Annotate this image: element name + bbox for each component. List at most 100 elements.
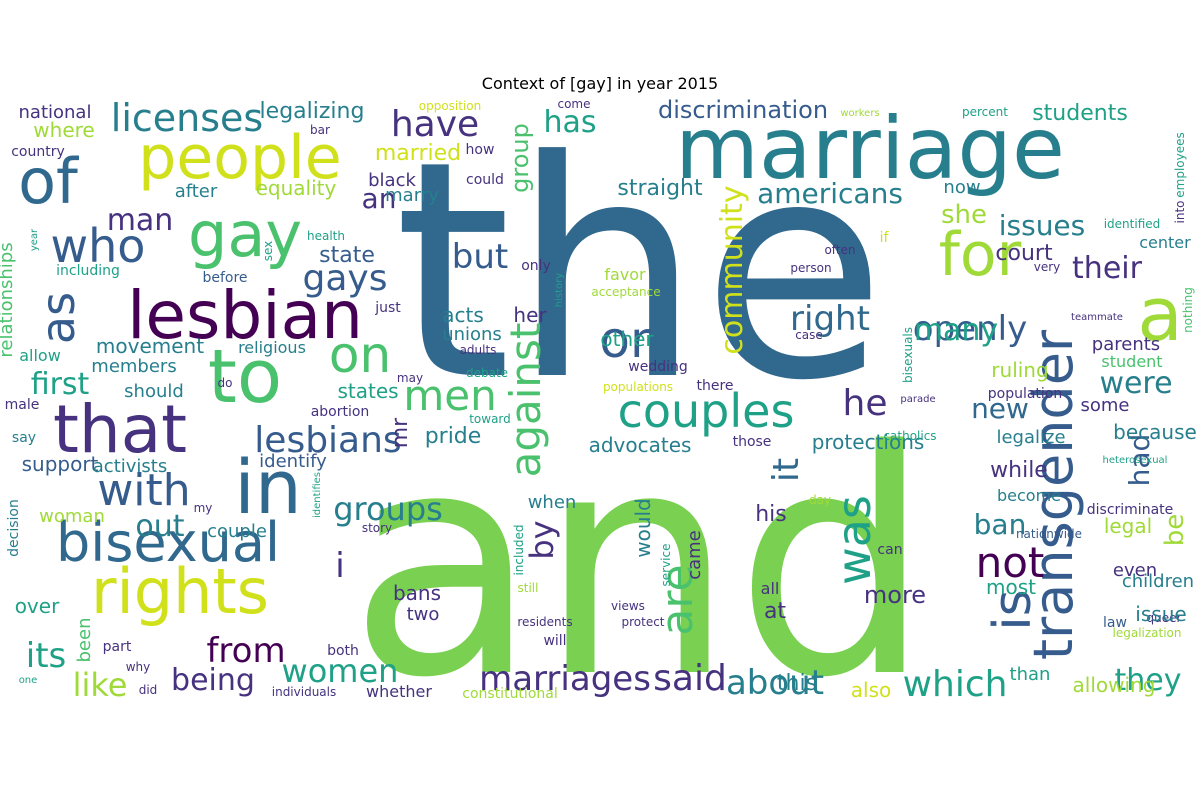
word-both: both (327, 643, 359, 659)
word-for: for (939, 220, 1022, 290)
word-also: also (851, 678, 891, 702)
word-americans: americans (757, 177, 903, 210)
word-been: been (74, 618, 95, 663)
word-who: who (51, 219, 146, 273)
word-why: why (126, 660, 151, 674)
word-acts: acts (442, 303, 484, 327)
word-issue: issue (1135, 602, 1186, 626)
word-would: would (631, 498, 655, 558)
word-its: its (26, 636, 67, 676)
word-very: very (1034, 260, 1061, 274)
word-views: views (611, 599, 645, 613)
word-say: say (12, 430, 36, 446)
word-marriage: marriage (675, 99, 1065, 199)
word-couple: couple (207, 521, 267, 542)
word-openly: openly (913, 309, 1027, 349)
word-bans: bans (393, 581, 441, 605)
word-from: from (206, 631, 285, 671)
word-identify: identify (259, 451, 327, 472)
word-equality: equality (256, 176, 337, 200)
word-married: married (375, 141, 461, 166)
word-are: are (652, 564, 703, 635)
word-case: case (795, 328, 823, 342)
word-than: than (1010, 664, 1051, 685)
word-issues: issues (999, 209, 1086, 242)
word-or: or (599, 311, 651, 369)
word-because: because (1113, 420, 1197, 444)
word-at: at (764, 599, 786, 624)
word-and: and (348, 385, 931, 704)
word-population: population (988, 386, 1063, 402)
word-many: many (914, 313, 998, 348)
word-sex: sex (261, 241, 275, 262)
word-legalization: legalization (1113, 626, 1182, 640)
word-did: did (139, 683, 158, 697)
word-all: all (761, 579, 780, 598)
word-where: where (33, 118, 94, 142)
word-identified: identified (1104, 217, 1161, 231)
word-workers: workers (840, 108, 879, 119)
word-student: student (1101, 352, 1162, 371)
word-ruling: ruling (991, 358, 1048, 382)
word-over: over (15, 594, 60, 618)
word-some: some (1081, 395, 1130, 416)
word-pride: pride (425, 424, 482, 449)
word-service: service (659, 544, 673, 587)
word-come: come (557, 97, 590, 111)
word-legalizing: legalizing (260, 99, 365, 124)
word-protect: protect (621, 615, 664, 629)
word-he: he (843, 383, 888, 424)
word-how: how (466, 142, 495, 158)
word-came: came (684, 530, 705, 580)
word-discrimination: discrimination (658, 96, 828, 124)
word-constitutional: constitutional (462, 686, 557, 702)
word-their: their (1072, 251, 1143, 286)
word-when: when (528, 492, 577, 513)
word-country: country (11, 144, 65, 160)
word-state: state (319, 243, 375, 268)
word-the: the (394, 97, 886, 446)
word-relationships: relationships (0, 242, 17, 357)
word-just: just (374, 300, 401, 316)
word-mr: mr (388, 417, 413, 448)
word-had: had (1123, 434, 1156, 487)
word-national: national (19, 102, 92, 123)
word-ban: ban (974, 508, 1027, 541)
word-couples: couples (618, 384, 795, 438)
word-after: after (175, 181, 218, 202)
word-being: being (171, 663, 255, 698)
word-about: about (726, 663, 824, 703)
word-there: there (696, 378, 733, 394)
word-like: like (73, 666, 128, 704)
word-movement: movement (96, 334, 204, 358)
word-heterosexual: heterosexual (1103, 455, 1168, 466)
word-out: out (135, 509, 184, 544)
word-do: do (218, 376, 233, 390)
word-was: was (827, 495, 881, 585)
word-nationwide: nationwide (1016, 527, 1082, 541)
word-legalize: legalize (996, 427, 1065, 448)
chart-title: Context of [gay] in year 2015 (481, 74, 719, 93)
word-they: they (1115, 663, 1182, 698)
word-an: an (362, 182, 397, 215)
word-year: year (29, 228, 40, 251)
word-straight: straight (617, 176, 703, 201)
word-abortion: abortion (311, 404, 370, 420)
word-black: black (368, 170, 416, 191)
word-group: group (506, 123, 534, 193)
word-students: students (1032, 101, 1128, 126)
word-with: with (97, 465, 190, 516)
word-only: only (521, 258, 551, 274)
word-have: have (391, 104, 479, 145)
word-nothing: nothing (1181, 287, 1195, 333)
word-which: which (903, 664, 1008, 704)
word-story: story (362, 521, 392, 535)
word-people: people (138, 123, 341, 193)
word-may: may (397, 371, 423, 385)
word-identifies: identifies (312, 472, 323, 518)
word-that: that (53, 391, 187, 468)
word-as: as (31, 292, 85, 344)
word-marriages: marriages (479, 659, 651, 699)
word-gay: gay (188, 198, 302, 271)
